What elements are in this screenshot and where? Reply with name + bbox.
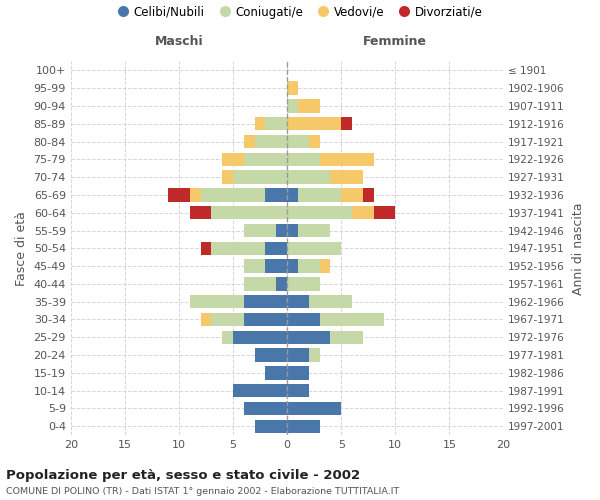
Bar [233,330,287,344]
Bar [287,366,309,380]
Bar [277,277,287,290]
Bar [352,206,374,220]
Bar [244,402,287,415]
Bar [254,348,287,362]
Bar [244,135,254,148]
Bar [222,330,233,344]
Bar [320,260,331,273]
Bar [287,242,341,255]
Bar [298,100,320,112]
Bar [265,366,287,380]
Bar [287,384,309,398]
Bar [211,313,244,326]
Bar [331,330,363,344]
Bar [298,188,341,202]
Bar [287,82,298,95]
Bar [211,206,287,220]
Bar [222,170,233,184]
Bar [287,170,331,184]
Bar [287,117,341,130]
Bar [254,117,265,130]
Bar [265,242,287,255]
Bar [287,402,341,415]
Text: Femmine: Femmine [363,36,427,49]
Bar [309,135,320,148]
Bar [244,295,287,308]
Bar [287,348,309,362]
Bar [374,206,395,220]
Bar [222,152,244,166]
Bar [287,277,320,290]
Text: Maschi: Maschi [155,36,203,49]
Bar [200,242,211,255]
Bar [254,420,287,433]
Bar [200,313,211,326]
Bar [287,206,352,220]
Bar [363,188,374,202]
Bar [200,188,265,202]
Bar [233,170,287,184]
Bar [320,313,385,326]
Bar [254,135,287,148]
Bar [265,188,287,202]
Bar [287,313,320,326]
Bar [287,152,320,166]
Bar [287,260,298,273]
Text: COMUNE DI POLINO (TR) - Dati ISTAT 1° gennaio 2002 - Elaborazione TUTTITALIA.IT: COMUNE DI POLINO (TR) - Dati ISTAT 1° ge… [6,487,399,496]
Bar [331,170,363,184]
Bar [287,295,309,308]
Bar [298,224,331,237]
Bar [244,224,277,237]
Legend: Celibi/Nubili, Coniugati/e, Vedovi/e, Divorziati/e: Celibi/Nubili, Coniugati/e, Vedovi/e, Di… [112,1,488,24]
Bar [265,117,287,130]
Y-axis label: Fasce di età: Fasce di età [15,211,28,286]
Bar [341,188,363,202]
Bar [190,295,244,308]
Bar [244,277,277,290]
Text: Popolazione per età, sesso e stato civile - 2002: Popolazione per età, sesso e stato civil… [6,470,360,482]
Bar [190,206,211,220]
Bar [168,188,190,202]
Bar [287,100,298,112]
Bar [244,260,265,273]
Bar [265,260,287,273]
Bar [320,152,374,166]
Bar [287,188,298,202]
Bar [309,348,320,362]
Bar [244,313,287,326]
Bar [287,135,309,148]
Y-axis label: Anni di nascita: Anni di nascita [572,202,585,294]
Bar [287,420,320,433]
Bar [341,117,352,130]
Bar [309,295,352,308]
Bar [244,152,287,166]
Bar [190,188,200,202]
Bar [211,242,265,255]
Bar [277,224,287,237]
Bar [287,224,298,237]
Bar [233,384,287,398]
Bar [298,260,320,273]
Bar [287,330,331,344]
